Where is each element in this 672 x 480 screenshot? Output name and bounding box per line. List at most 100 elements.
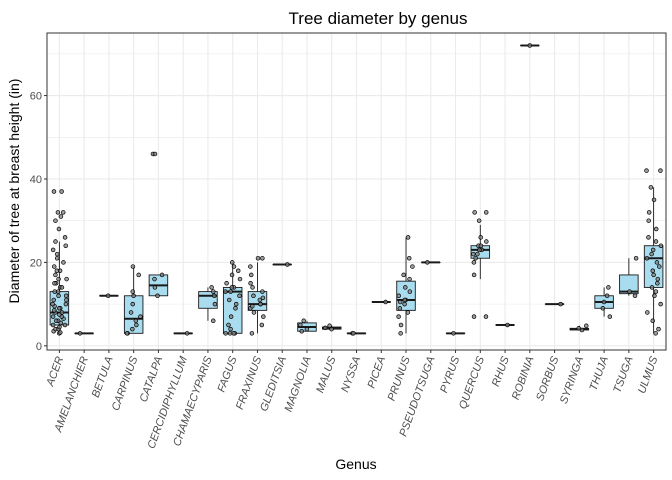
- point-prunus: [398, 331, 403, 336]
- x-axis: ACERAMELANCHIERBETULACARPINUSCATALPACERC…: [44, 350, 661, 450]
- point-quercus: [471, 272, 477, 278]
- point-ulmus: [651, 197, 657, 203]
- point-acer: [59, 189, 64, 194]
- point-quercus: [477, 247, 482, 253]
- point-ulmus: [653, 239, 659, 244]
- point-carpinus: [136, 272, 141, 278]
- x-tick-label-sorbus: SORBUS: [534, 354, 561, 402]
- point-ulmus: [652, 293, 657, 299]
- point-chamaecyparis: [212, 293, 217, 299]
- point-chamaecyparis: [211, 289, 216, 294]
- point-quercus: [476, 218, 482, 223]
- point-gleditsia: [285, 262, 290, 267]
- point-acer: [59, 285, 65, 290]
- point-quercus: [484, 239, 489, 244]
- point-fagus: [231, 264, 237, 269]
- point-fraxinus: [258, 301, 263, 307]
- point-quercus: [483, 314, 489, 319]
- point-prunus: [405, 310, 411, 315]
- point-ulmus: [658, 301, 663, 307]
- x-tick-label-tsuga: TSUGA: [611, 355, 635, 395]
- point-magnolia: [298, 322, 303, 328]
- point-acer: [58, 214, 64, 219]
- point-fraxinus: [248, 281, 253, 286]
- point-nyssa: [351, 331, 356, 336]
- point-betula: [105, 293, 111, 299]
- point-acer: [52, 281, 57, 286]
- point-fagus: [223, 331, 228, 336]
- point-ulmus: [653, 289, 659, 294]
- x-tick-label-fagus: FAGUS: [216, 354, 240, 394]
- point-acer: [56, 293, 61, 299]
- point-carpinus: [134, 322, 139, 328]
- x-tick-label-nyssa: NYSSA: [339, 355, 363, 394]
- point-thuja: [600, 306, 606, 311]
- chart-marks: [49, 43, 664, 336]
- point-acer: [55, 289, 61, 294]
- x-tick-label-malus: MALUS: [314, 354, 338, 394]
- point-acer: [51, 297, 56, 303]
- point-quercus: [483, 210, 489, 215]
- point-prunus: [407, 276, 412, 282]
- point-ulmus: [646, 210, 652, 215]
- point-syringa: [576, 326, 581, 331]
- point-prunus: [396, 314, 401, 319]
- point-acer: [63, 301, 69, 307]
- point-acer: [56, 306, 62, 311]
- point-acer: [61, 260, 66, 265]
- point-magnolia: [304, 326, 310, 332]
- point-catalpa: [152, 276, 157, 282]
- point-prunus: [407, 289, 413, 294]
- point-fagus: [224, 281, 229, 286]
- point-malus: [323, 325, 328, 331]
- point-fraxinus: [251, 310, 257, 315]
- point-acer: [50, 322, 56, 328]
- point-fraxinus: [261, 314, 266, 319]
- point-acer: [50, 247, 56, 253]
- point-acer: [53, 272, 58, 278]
- point-amelanchier: [77, 331, 83, 336]
- point-carpinus: [131, 293, 136, 299]
- x-tick-label-picea: PICEA: [366, 355, 389, 390]
- point-carpinus: [130, 289, 136, 294]
- point-fagus: [237, 293, 242, 299]
- x-tick-label-betula: BETULA: [90, 355, 116, 399]
- point-acer: [50, 301, 55, 307]
- point-acer: [54, 268, 60, 274]
- point-quercus: [472, 210, 477, 215]
- point-acer: [57, 324, 62, 330]
- point-acer: [64, 297, 69, 303]
- point-acer: [56, 276, 61, 282]
- point-ulmus: [649, 285, 655, 290]
- point-quercus: [475, 251, 480, 257]
- point-ulmus: [644, 168, 649, 173]
- point-quercus: [473, 255, 478, 261]
- point-fagus: [229, 285, 235, 290]
- x-tick-label-carpinus: CARPINUS: [110, 354, 141, 412]
- point-picea: [383, 299, 388, 305]
- point-thuja: [601, 299, 607, 305]
- point-carpinus: [124, 331, 130, 336]
- x-tick-label-magnolia: MAGNOLIA: [283, 355, 314, 414]
- point-catalpa: [159, 272, 165, 278]
- point-prunus: [410, 264, 415, 269]
- point-ulmus: [646, 235, 651, 240]
- point-acer: [51, 189, 57, 194]
- point-acer: [53, 318, 59, 324]
- point-acer: [62, 235, 68, 240]
- point-fraxinus: [260, 295, 266, 301]
- point-pseudotsuga: [425, 260, 430, 265]
- x-tick-label-syringa: SYRINGA: [558, 355, 586, 406]
- point-quercus: [471, 251, 476, 257]
- point-fagus: [233, 301, 239, 307]
- x-tick-label-pyrus: PYRUS: [438, 354, 462, 394]
- point-malus: [327, 323, 332, 329]
- point-ulmus: [653, 226, 659, 232]
- point-chamaecyparis: [209, 285, 214, 290]
- point-acer: [50, 314, 56, 319]
- point-tsuga: [633, 255, 639, 261]
- point-acer: [64, 276, 69, 282]
- point-thuja: [606, 285, 611, 290]
- point-ulmus: [658, 243, 664, 248]
- point-ulmus: [646, 218, 651, 223]
